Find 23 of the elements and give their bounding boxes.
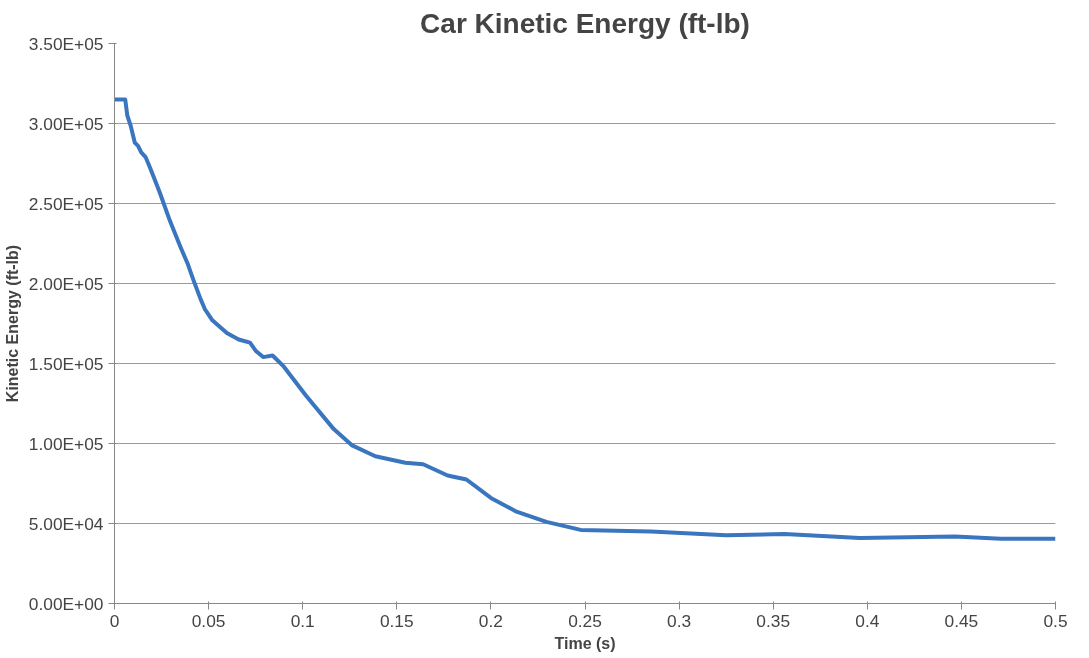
x-tick-label: 0.35 <box>756 610 791 631</box>
line-series <box>114 97 1056 541</box>
y-tick-label: 5.00E+04 <box>28 513 104 534</box>
y-tick-label: 3.50E+05 <box>28 33 104 54</box>
y-axis-title: Kinetic Energy (ft-lb) <box>3 244 21 403</box>
x-tick-label: 0.3 <box>667 610 692 631</box>
y-tick-label: 0.00E+00 <box>28 593 104 614</box>
x-tick-label: 0.05 <box>191 610 226 631</box>
x-tick-label: 0.2 <box>478 610 503 631</box>
y-tick-label: 1.00E+05 <box>28 433 104 454</box>
chart-title: Car Kinetic Energy (ft-lb) <box>420 7 750 39</box>
y-tick-label: 2.00E+05 <box>28 273 104 294</box>
y-tick-label: 3.00E+05 <box>28 113 104 134</box>
x-tick-label: 0 <box>109 610 120 631</box>
x-tick-label: 0.5 <box>1043 610 1068 631</box>
x-axis-title: Time (s) <box>554 634 616 652</box>
x-tick-label: 0.45 <box>944 610 979 631</box>
x-tick-label: 0.1 <box>290 610 315 631</box>
x-tick-label: 0.15 <box>379 610 414 631</box>
x-tick-label: 0.4 <box>855 610 880 631</box>
y-tick-label: 2.50E+05 <box>28 193 104 214</box>
y-tick-label: 1.50E+05 <box>28 353 104 374</box>
x-tick-label: 0.25 <box>568 610 602 631</box>
